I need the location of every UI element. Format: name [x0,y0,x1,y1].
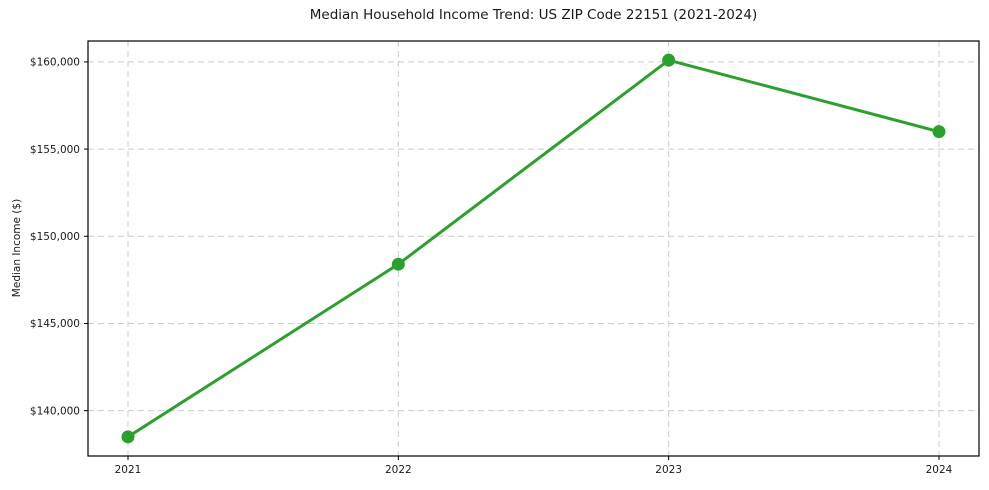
y-tick-label: $140,000 [30,405,80,417]
data-line [126,58,941,439]
chart-title: Median Household Income Trend: US ZIP Co… [309,7,758,23]
x-tick-label: 2022 [385,464,412,476]
y-tick-label: $160,000 [30,57,80,69]
y-tick-label: $155,000 [30,144,80,156]
y-tick-label: $145,000 [30,318,80,330]
data-point [662,53,676,67]
y-tick-label: $150,000 [30,231,80,243]
axes-frame [87,40,980,457]
x-tick-label: 2024 [926,464,953,476]
x-tick-label: 2023 [655,464,682,476]
data-point [932,125,946,139]
data-point [121,430,135,444]
data-point [391,257,405,271]
x-tick-label: 2021 [115,464,142,476]
